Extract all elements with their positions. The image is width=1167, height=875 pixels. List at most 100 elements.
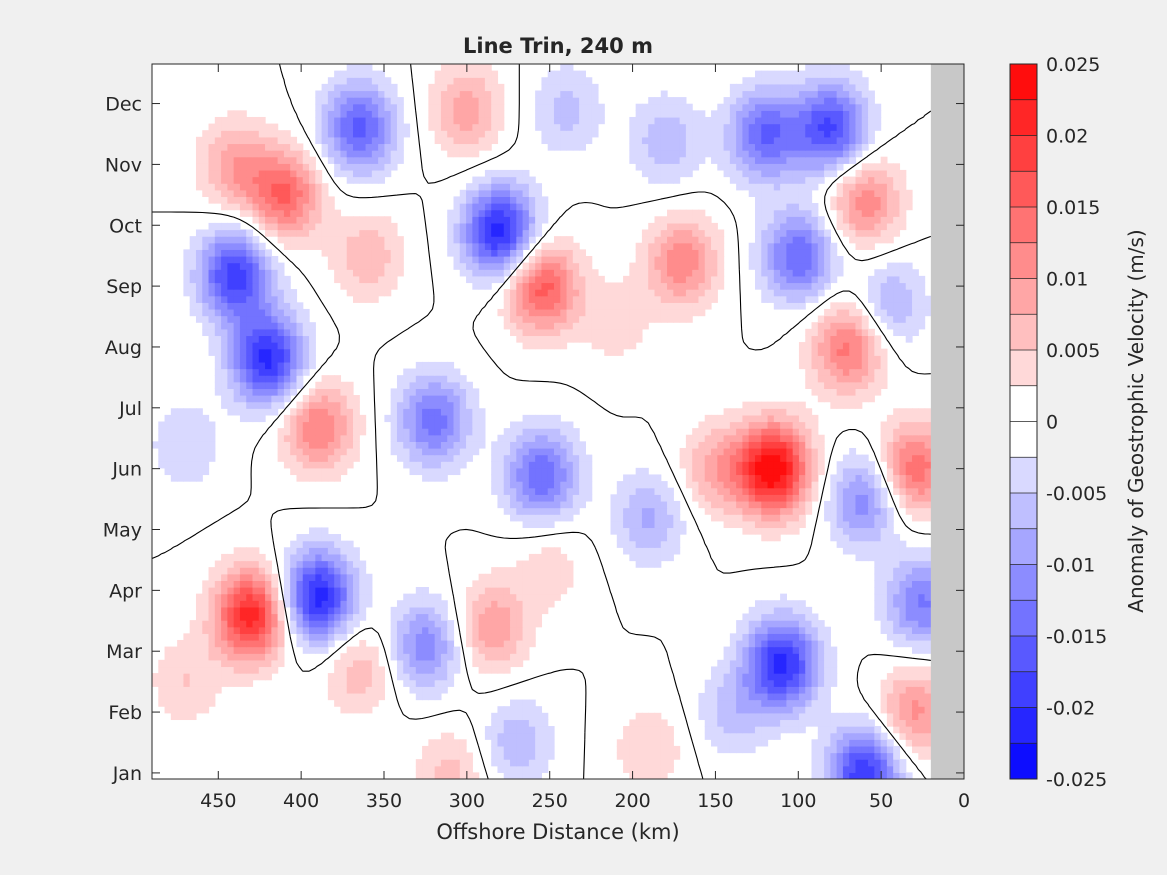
heatmap-cell [528, 467, 536, 476]
heatmap-cell [170, 447, 178, 456]
heatmap-cell [459, 242, 467, 250]
heatmap-cell [334, 686, 342, 694]
heatmap-cell [440, 421, 448, 429]
heatmap-cell [258, 368, 266, 376]
heatmap-cell [522, 447, 530, 456]
heatmap-cell [340, 679, 348, 687]
heatmap-cell [711, 461, 718, 469]
heatmap-cell [390, 395, 398, 403]
heatmap-cell [912, 587, 919, 595]
heatmap-cell [246, 606, 254, 615]
heatmap-cell [227, 613, 235, 621]
heatmap-cell [748, 745, 756, 754]
heatmap-cell [321, 527, 329, 535]
heatmap-cell [321, 242, 329, 250]
heatmap-cell [422, 401, 429, 409]
heatmap-cell [447, 752, 455, 760]
heatmap-cell [346, 567, 354, 575]
heatmap-cell [466, 236, 473, 244]
heatmap-cell [258, 626, 266, 634]
heatmap-cell [704, 692, 712, 701]
heatmap-cell [748, 447, 756, 456]
heatmap-cell [183, 653, 191, 661]
heatmap-cell [302, 587, 310, 595]
heatmap-cell [773, 719, 781, 727]
heatmap-cell [409, 626, 417, 634]
heatmap-cell [811, 739, 819, 747]
heatmap-cell [283, 368, 291, 376]
heatmap-cell [893, 573, 901, 581]
heatmap-cell [736, 626, 744, 634]
heatmap-cell [221, 242, 228, 250]
heatmap-cell [811, 322, 819, 330]
heatmap-cell [880, 487, 888, 495]
heatmap-cell [824, 633, 831, 641]
heatmap-cell [886, 282, 894, 290]
heatmap-cell [842, 500, 850, 509]
heatmap-cell [830, 514, 838, 522]
heatmap-cell [503, 242, 511, 250]
heatmap-cell [195, 593, 203, 601]
heatmap-cell [265, 388, 272, 396]
heatmap-cell [918, 613, 926, 621]
heatmap-cell [616, 295, 624, 303]
heatmap-cell [516, 600, 524, 608]
heatmap-cell [497, 255, 505, 264]
heatmap-cell [874, 732, 882, 740]
heatmap-cell [422, 441, 429, 449]
heatmap-cell [874, 494, 882, 502]
heatmap-cell [861, 540, 869, 548]
heatmap-cell [830, 269, 838, 277]
heatmap-cell [283, 236, 291, 244]
heatmap-cell [522, 216, 530, 224]
heatmap-cell [346, 646, 354, 654]
heatmap-cell [415, 461, 423, 469]
heatmap-cell [221, 269, 228, 277]
heatmap-cell [560, 434, 568, 442]
heatmap-cell [290, 236, 298, 244]
heatmap-cell [780, 255, 787, 264]
heatmap-cell [761, 732, 769, 740]
heatmap-cell [654, 255, 662, 264]
heatmap-cell [283, 388, 291, 396]
heatmap-cell [742, 454, 750, 462]
heatmap-cell [440, 434, 448, 442]
heatmap-cell [528, 553, 536, 562]
heatmap-cell [428, 434, 436, 442]
heatmap-cell [842, 547, 850, 555]
heatmap-cell [704, 441, 712, 449]
heatmap-cell [415, 361, 423, 370]
heatmap-cell [327, 686, 335, 694]
heatmap-cell [754, 249, 762, 257]
heatmap-cell [572, 474, 580, 482]
heatmap-cell [560, 587, 568, 595]
heatmap-cell [572, 447, 580, 456]
heatmap-cell [189, 242, 197, 250]
heatmap-cell [440, 381, 448, 389]
heatmap-cell [365, 706, 373, 714]
heatmap-cell [252, 335, 260, 343]
heatmap-cell [729, 732, 737, 740]
heatmap-cell [742, 666, 750, 674]
heatmap-cell [258, 613, 266, 621]
heatmap-cell [899, 540, 907, 548]
heatmap-cell [164, 454, 172, 462]
heatmap-cell [164, 441, 172, 449]
heatmap-cell [579, 315, 586, 323]
heatmap-cell [466, 249, 473, 257]
heatmap-cell [780, 719, 787, 727]
heatmap-cell [472, 222, 480, 231]
heatmap-cell [422, 474, 429, 482]
heatmap-cell [842, 765, 850, 773]
heatmap-cell [780, 401, 787, 409]
heatmap-cell [535, 600, 543, 608]
heatmap-cell [742, 726, 750, 734]
heatmap-cell [516, 282, 524, 290]
heatmap-cell [491, 461, 499, 469]
heatmap-cell [817, 222, 825, 231]
heatmap-cell [239, 401, 247, 409]
heatmap-cell [616, 342, 624, 350]
heatmap-cell [478, 262, 486, 270]
heatmap-cell [516, 295, 524, 303]
heatmap-cell [277, 315, 285, 323]
